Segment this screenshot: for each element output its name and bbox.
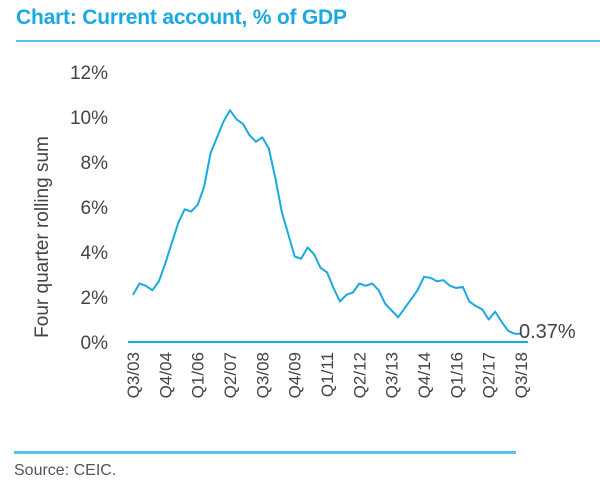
y-tick-label: 4% <box>81 243 109 264</box>
data-point-Q2-05 <box>177 222 179 224</box>
x-tick-label: Q2/07 <box>221 352 240 398</box>
data-point-Q2-08 <box>255 141 257 143</box>
data-point-Q3-06 <box>210 152 212 154</box>
series-line-current-account <box>132 109 521 335</box>
data-point-Q3-14 <box>417 289 419 291</box>
data-point-Q2-12 <box>358 283 360 285</box>
data-point-Q1-13 <box>378 289 380 291</box>
y-tick-label: 0% <box>81 333 109 354</box>
data-point-Q1-10 <box>300 258 302 260</box>
x-tick-label: Q2/12 <box>350 352 369 398</box>
data-point-Q4-17 <box>501 321 503 323</box>
y-tick-label: 12% <box>70 63 108 84</box>
data-point-Q4-15 <box>449 285 451 287</box>
x-tick-label: Q4/14 <box>415 352 434 398</box>
x-tick-label: Q3/13 <box>383 352 402 398</box>
data-point-Q1-11 <box>326 271 328 273</box>
y-tick-label: 6% <box>81 198 109 219</box>
data-point-Q1-18 <box>507 330 509 332</box>
data-point-Q2-07 <box>229 109 231 111</box>
x-tick-label: Q4/04 <box>156 352 175 398</box>
data-point-Q3-16 <box>468 301 470 303</box>
title-divider <box>16 40 600 42</box>
chart-title: Chart: Current account, % of GDP <box>16 6 347 29</box>
data-point-Q1-05 <box>171 242 173 244</box>
data-points <box>132 109 522 334</box>
data-point-Q2-09 <box>281 211 283 213</box>
data-point-Q3-05 <box>184 208 186 210</box>
x-tick-label: Q4/09 <box>286 352 305 398</box>
x-tick-label: Q3/08 <box>253 352 272 398</box>
data-point-Q2-04 <box>151 289 153 291</box>
data-point-Q3-04 <box>158 280 160 282</box>
source-note: Source: CEIC. <box>14 462 117 479</box>
x-tick-label: Q1/11 <box>318 352 337 397</box>
data-point-Q3-10 <box>313 253 315 255</box>
data-point-Q4-05 <box>190 211 192 213</box>
x-tick-label: Q3/03 <box>124 352 143 398</box>
data-point-Q2-18 <box>514 333 516 335</box>
data-point-Q4-10 <box>320 267 322 269</box>
data-point-Q2-10 <box>307 247 309 249</box>
data-point-Q4-04 <box>164 262 166 264</box>
data-point-Q1-17 <box>481 308 483 310</box>
data-point-Q1-08 <box>248 134 250 136</box>
data-point-Q1-16 <box>455 287 457 289</box>
data-point-Q4-07 <box>242 123 244 125</box>
data-point-Q1-14 <box>404 307 406 309</box>
data-point-Q3-12 <box>365 285 367 287</box>
y-axis-label: Four quarter rolling sum <box>32 136 53 338</box>
data-point-Q4-08 <box>268 148 270 150</box>
x-tick-label: Q1/06 <box>189 352 208 398</box>
y-tick-label: 8% <box>81 153 109 174</box>
data-point-Q4-13 <box>397 316 399 318</box>
data-point-Q1-09 <box>274 177 276 179</box>
data-point-Q1-06 <box>197 204 199 206</box>
data-point-Q2-17 <box>488 319 490 321</box>
data-point-Q3-17 <box>494 311 496 313</box>
data-point-Q2-06 <box>203 186 205 188</box>
data-point-Q4-06 <box>216 136 218 138</box>
data-point-Q2-13 <box>384 303 386 305</box>
data-point-Q4-09 <box>294 256 296 258</box>
data-point-Q4-16 <box>475 305 477 307</box>
data-point-Q4-14 <box>423 276 425 278</box>
data-point-Q2-16 <box>462 286 464 288</box>
data-point-Q3-09 <box>287 233 289 235</box>
data-point-Q3-03 <box>132 294 134 296</box>
data-point-Q3-11 <box>339 301 341 303</box>
y-tick-label: 2% <box>81 288 109 309</box>
data-point-Q3-13 <box>391 310 393 312</box>
y-axis: 0% 2% 4% 6% 8% 10% 12% <box>70 63 108 354</box>
data-point-Q2-15 <box>436 280 438 282</box>
data-point-Q3-08 <box>261 136 263 138</box>
x-tick-label: Q2/17 <box>480 352 499 398</box>
data-point-Q4-11 <box>345 294 347 296</box>
data-point-Q3-15 <box>442 279 444 281</box>
data-point-Q2-14 <box>410 298 412 300</box>
data-point-Q1-12 <box>352 292 354 294</box>
data-point-Q2-11 <box>332 287 334 289</box>
x-tick-label: Q3/18 <box>512 352 531 398</box>
data-point-Q4-12 <box>371 283 373 285</box>
data-point-Q1-07 <box>223 121 225 123</box>
footer-divider <box>14 451 516 454</box>
data-point-Q1-04 <box>145 285 147 287</box>
x-tick-label: Q1/16 <box>447 352 466 398</box>
last-value-annotation: 0.37% <box>519 321 576 343</box>
x-axis: Q3/03 Q4/04 Q1/06 Q2/07 Q3/08 Q4/09 Q1/11 Q2/12… <box>124 352 531 398</box>
data-point-Q3-07 <box>235 118 237 120</box>
y-tick-label: 10% <box>70 108 108 129</box>
data-point-Q1-15 <box>429 277 431 279</box>
line-chart: 0% 2% 4% 6% 8% 10% 12% Four quarter rolling su… <box>32 63 576 398</box>
data-point-Q4-03 <box>138 283 140 285</box>
